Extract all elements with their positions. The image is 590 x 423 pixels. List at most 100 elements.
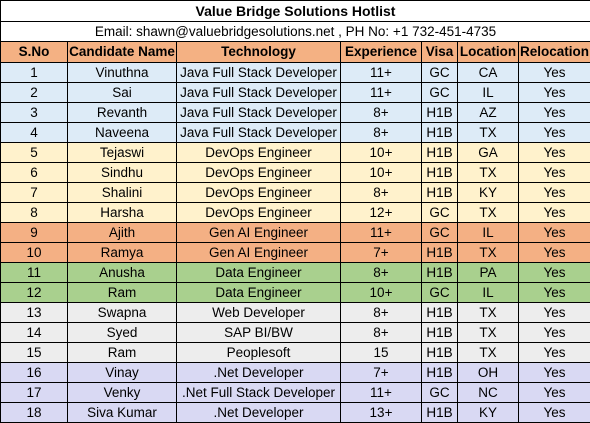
sheet-title: Value Bridge Solutions Hotlist (1, 1, 590, 22)
cell-candidate-name: Naveena (68, 123, 177, 143)
cell-sno: 15 (1, 343, 68, 363)
cell-experience: 11+ (341, 83, 422, 103)
cell-relocation: Yes (519, 323, 590, 343)
column-header-sno: S.No (1, 42, 68, 63)
contact-row: Email: shawn@valuebridgesolutions.net , … (1, 22, 590, 42)
cell-visa: H1B (422, 183, 458, 203)
cell-visa: H1B (422, 123, 458, 143)
cell-location: TX (458, 203, 519, 223)
title-row: Value Bridge Solutions Hotlist (1, 1, 590, 22)
cell-experience: 11+ (341, 223, 422, 243)
cell-technology: .Net Full Stack Developer (177, 383, 341, 403)
cell-location: IL (458, 283, 519, 303)
cell-candidate-name: Siva Kumar (68, 403, 177, 423)
cell-experience: 8+ (341, 183, 422, 203)
cell-visa: H1B (422, 323, 458, 343)
cell-location: TX (458, 303, 519, 323)
cell-visa: GC (422, 63, 458, 83)
cell-sno: 2 (1, 83, 68, 103)
cell-candidate-name: Tejaswi (68, 143, 177, 163)
cell-candidate-name: Harsha (68, 203, 177, 223)
cell-experience: 11+ (341, 63, 422, 83)
cell-location: TX (458, 243, 519, 263)
cell-sno: 1 (1, 63, 68, 83)
cell-visa: H1B (422, 263, 458, 283)
cell-technology: .Net Developer (177, 363, 341, 383)
column-header-location: Location (458, 42, 519, 63)
cell-experience: 8+ (341, 123, 422, 143)
cell-experience: 13+ (341, 403, 422, 423)
column-header-visa: Visa (422, 42, 458, 63)
cell-relocation: Yes (519, 223, 590, 243)
cell-technology: Gen AI Engineer (177, 243, 341, 263)
cell-experience: 7+ (341, 243, 422, 263)
cell-candidate-name: Shalini (68, 183, 177, 203)
cell-technology: Gen AI Engineer (177, 223, 341, 243)
cell-location: NC (458, 383, 519, 403)
cell-relocation: Yes (519, 383, 590, 403)
cell-candidate-name: Sindhu (68, 163, 177, 183)
cell-candidate-name: Sai (68, 83, 177, 103)
cell-visa: GC (422, 203, 458, 223)
column-header-experience: Experience (341, 42, 422, 63)
column-header-candidate-name: Candidate Name (68, 42, 177, 63)
cell-candidate-name: Ram (68, 283, 177, 303)
cell-sno: 18 (1, 403, 68, 423)
cell-relocation: Yes (519, 363, 590, 383)
cell-experience: 12+ (341, 203, 422, 223)
cell-candidate-name: Swapna (68, 303, 177, 323)
cell-relocation: Yes (519, 103, 590, 123)
cell-location: PA (458, 263, 519, 283)
cell-candidate-name: Vinay (68, 363, 177, 383)
cell-relocation: Yes (519, 203, 590, 223)
cell-location: KY (458, 183, 519, 203)
column-header-technology: Technology (177, 42, 341, 63)
cell-candidate-name: Syed (68, 323, 177, 343)
cell-candidate-name: Revanth (68, 103, 177, 123)
cell-relocation: Yes (519, 403, 590, 423)
cell-location: IL (458, 223, 519, 243)
cell-visa: GC (422, 223, 458, 243)
cell-experience: 15 (341, 343, 422, 363)
cell-technology: Java Full Stack Developer (177, 123, 341, 143)
cell-relocation: Yes (519, 343, 590, 363)
cell-visa: H1B (422, 163, 458, 183)
cell-relocation: Yes (519, 263, 590, 283)
cell-relocation: Yes (519, 243, 590, 263)
cell-candidate-name: Vinuthna (68, 63, 177, 83)
cell-relocation: Yes (519, 123, 590, 143)
cell-location: TX (458, 343, 519, 363)
cell-technology: Web Developer (177, 303, 341, 323)
cell-location: AZ (458, 103, 519, 123)
cell-sno: 7 (1, 183, 68, 203)
cell-relocation: Yes (519, 63, 590, 83)
cell-candidate-name: Ramya (68, 243, 177, 263)
cell-technology: DevOps Engineer (177, 143, 341, 163)
cell-sno: 13 (1, 303, 68, 323)
column-header-relocation: Relocation (519, 42, 590, 63)
cell-location: OH (458, 363, 519, 383)
cell-visa: H1B (422, 403, 458, 423)
cell-technology: Peoplesoft (177, 343, 341, 363)
cell-visa: H1B (422, 363, 458, 383)
cell-sno: 4 (1, 123, 68, 143)
cell-relocation: Yes (519, 83, 590, 103)
cell-location: CA (458, 63, 519, 83)
cell-technology: .Net Developer (177, 403, 341, 423)
cell-location: KY (458, 403, 519, 423)
cell-experience: 10+ (341, 163, 422, 183)
cell-technology: SAP BI/BW (177, 323, 341, 343)
